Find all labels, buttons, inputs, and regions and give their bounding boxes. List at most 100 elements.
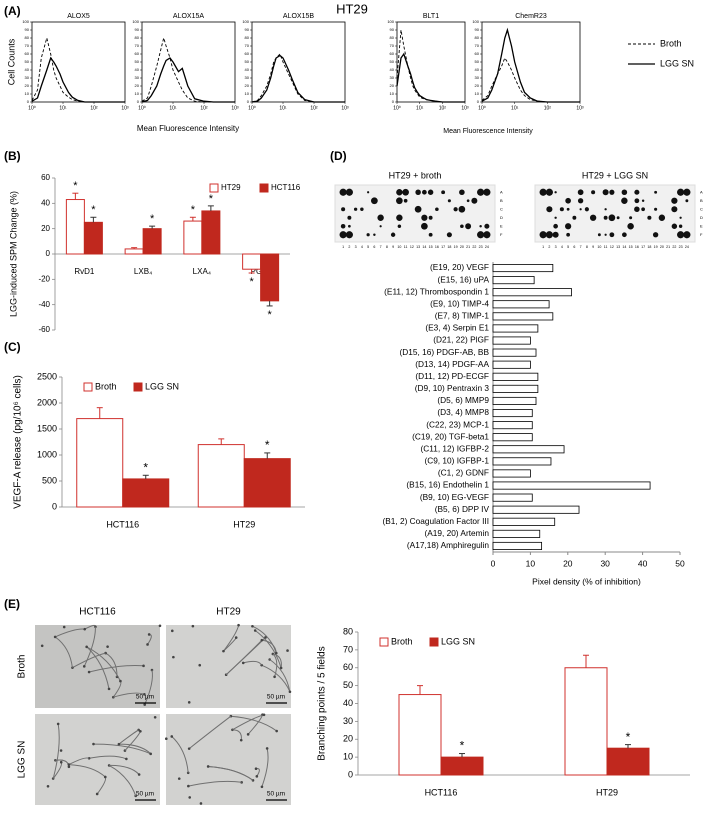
legend-label: Broth bbox=[391, 636, 413, 646]
bar bbox=[492, 300, 550, 309]
x-tick-label: 10¹ bbox=[416, 105, 424, 111]
figure-title: HT29 bbox=[336, 1, 368, 16]
membrane-row-label: B bbox=[700, 198, 703, 203]
cell bbox=[275, 729, 278, 733]
membrane-spot bbox=[345, 188, 353, 196]
bar bbox=[492, 312, 554, 321]
x-tick-label: 10⁰ bbox=[478, 105, 486, 111]
membrane-column-label: 5 bbox=[567, 245, 569, 249]
histogram-line bbox=[481, 57, 580, 103]
membrane bbox=[334, 184, 496, 243]
membrane-spot bbox=[545, 231, 553, 239]
membrane-title: HT29 + broth bbox=[389, 170, 442, 180]
cell bbox=[206, 765, 210, 768]
significance-mark: * bbox=[265, 438, 270, 452]
significance-mark: * bbox=[626, 730, 631, 744]
bar bbox=[492, 384, 539, 393]
x-tick-label: 10⁰ bbox=[393, 105, 401, 111]
membrane-column-label: 5 bbox=[367, 245, 369, 249]
y-tick-label: 0 bbox=[392, 99, 395, 104]
y-tick-label: -60 bbox=[38, 325, 50, 334]
category-label: (D21, 22) PlGF bbox=[433, 335, 489, 345]
membrane-spot bbox=[609, 189, 615, 195]
cell bbox=[260, 785, 264, 789]
cell bbox=[94, 625, 97, 629]
significance-mark: * bbox=[191, 204, 196, 216]
y-tick-label: 80 bbox=[245, 35, 250, 40]
cell bbox=[222, 649, 225, 653]
y-tick-label: 40 bbox=[390, 67, 395, 72]
y-tick-label: 0 bbox=[247, 99, 250, 104]
cell-tube bbox=[272, 653, 282, 669]
membrane-spot bbox=[554, 191, 557, 194]
membrane-spot bbox=[545, 188, 553, 196]
cell bbox=[279, 666, 283, 670]
membrane-column-label: 3 bbox=[355, 245, 357, 249]
category-label: (D11, 12) PD-ECGF bbox=[415, 371, 489, 381]
x-tick-label: 10³ bbox=[231, 105, 239, 111]
membrane-column-label: 6 bbox=[573, 245, 575, 249]
x-tick-label: RvD1 bbox=[74, 267, 95, 276]
cell-tube bbox=[72, 652, 106, 669]
membrane-spot bbox=[572, 215, 577, 220]
y-tick-label: 30 bbox=[390, 75, 395, 80]
membrane-column-label: 6 bbox=[373, 245, 375, 249]
y-tick-label: -20 bbox=[38, 274, 50, 283]
subplot-title: ChemR23 bbox=[515, 13, 547, 20]
cell bbox=[143, 693, 146, 696]
membrane-column-label: 1 bbox=[542, 245, 544, 249]
cell bbox=[288, 690, 292, 694]
legend-swatch bbox=[209, 183, 219, 193]
cell-tube bbox=[232, 714, 265, 731]
membrane-spot bbox=[566, 232, 570, 237]
cell bbox=[40, 644, 44, 648]
membrane-spot bbox=[679, 216, 682, 219]
cell-tube bbox=[144, 669, 153, 705]
x-tick-label: 10⁰ bbox=[138, 105, 146, 111]
cell-tube bbox=[105, 652, 118, 677]
x-tick-label: 10² bbox=[544, 105, 552, 111]
bar bbox=[492, 493, 533, 502]
cell bbox=[137, 773, 141, 776]
y-tick-label: 0 bbox=[137, 99, 140, 104]
membrane-spot bbox=[579, 208, 582, 211]
significance-mark: * bbox=[209, 193, 214, 205]
cell-tube bbox=[93, 743, 151, 755]
bar bbox=[492, 529, 541, 538]
y-tick-label: 100 bbox=[22, 19, 29, 24]
y-tick-label: 20 bbox=[245, 83, 250, 88]
membrane-spot bbox=[345, 231, 353, 239]
y-tick-label: 100 bbox=[472, 19, 479, 24]
membrane-spot bbox=[678, 224, 683, 228]
membrane-spot bbox=[427, 189, 434, 195]
y-tick-label: 40 bbox=[135, 67, 140, 72]
scale-bar-label: 50 µm bbox=[267, 791, 285, 798]
histogram-line bbox=[141, 36, 235, 103]
membrane-spot bbox=[446, 232, 452, 238]
y-tick-label: 100 bbox=[387, 19, 394, 24]
cell bbox=[158, 624, 162, 628]
membrane-spot bbox=[546, 206, 553, 213]
membrane-spot bbox=[658, 214, 666, 221]
category-label: (E15, 16) uPA bbox=[438, 274, 490, 284]
membrane-spot bbox=[471, 197, 478, 204]
category-label: (C19, 20) TGF-beta1 bbox=[412, 431, 489, 441]
x-axis-label: Pixel density (% of inhibition) bbox=[532, 576, 641, 586]
membrane-spot bbox=[341, 207, 346, 212]
membrane-spot bbox=[435, 207, 439, 212]
y-tick-label: 10 bbox=[343, 752, 353, 762]
legend-label: LGG SN bbox=[441, 636, 475, 646]
x-tick-label: 10¹ bbox=[169, 105, 177, 111]
membrane-spot bbox=[428, 232, 433, 237]
membrane-spot bbox=[652, 232, 659, 238]
cell bbox=[67, 763, 71, 766]
y-axis-label: Branching points / 5 fields bbox=[317, 646, 328, 761]
panel-label: (D) bbox=[330, 149, 347, 163]
membrane-column-label: 11 bbox=[404, 245, 408, 249]
x-axis-label: Mean Fluorescence Intensity bbox=[443, 128, 533, 135]
cell bbox=[143, 703, 147, 706]
membrane-spot bbox=[584, 207, 589, 212]
membrane-spot bbox=[671, 223, 678, 229]
y-axis-label: LGG-induced SPM Change (%) bbox=[8, 191, 18, 317]
membrane-column-label: 10 bbox=[397, 245, 401, 249]
